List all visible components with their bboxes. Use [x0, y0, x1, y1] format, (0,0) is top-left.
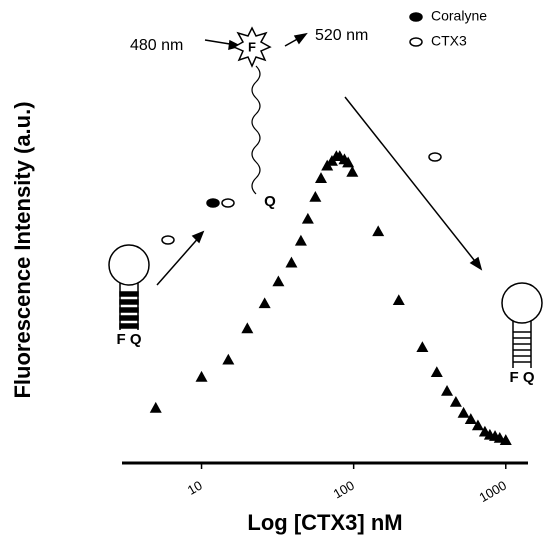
data-point — [301, 212, 314, 224]
data-point — [457, 406, 470, 418]
x-tick-label: 100 — [331, 478, 357, 502]
annotation: F Q — [117, 331, 142, 348]
data-point — [309, 190, 322, 202]
data-point — [285, 256, 298, 268]
data-point — [430, 366, 443, 378]
data-point — [441, 385, 454, 396]
data-point — [241, 322, 254, 334]
data-point — [499, 434, 512, 445]
x-axis-label: Log [CTX3] nM — [247, 510, 402, 535]
data-point — [315, 172, 328, 183]
legend-label: CTX3 — [431, 33, 467, 49]
data-point — [294, 234, 307, 246]
data-point — [464, 413, 477, 424]
schematic — [108, 12, 543, 368]
annotation: F Q — [510, 369, 535, 386]
annotation: 520 nm — [315, 27, 368, 44]
data-point — [258, 297, 271, 309]
x-tick-label: 1000 — [476, 478, 509, 505]
data-point — [372, 225, 385, 237]
data-point — [392, 294, 405, 306]
data-point — [149, 401, 162, 413]
data-point — [342, 156, 355, 168]
data-point — [471, 419, 484, 431]
x-tick-label: 10 — [185, 478, 205, 498]
annotation: 480 nm — [130, 37, 183, 54]
annotation: Q — [264, 193, 276, 210]
data-point — [346, 165, 359, 177]
annotation: F — [248, 39, 256, 54]
data-point — [416, 341, 429, 352]
y-axis-label: Fluorescence Intensity (a.u.) — [10, 101, 35, 398]
data-point — [195, 370, 208, 382]
data-point — [272, 275, 285, 287]
data-point — [449, 395, 462, 407]
legend-label: Coralyne — [431, 8, 487, 24]
data-point — [222, 353, 235, 365]
